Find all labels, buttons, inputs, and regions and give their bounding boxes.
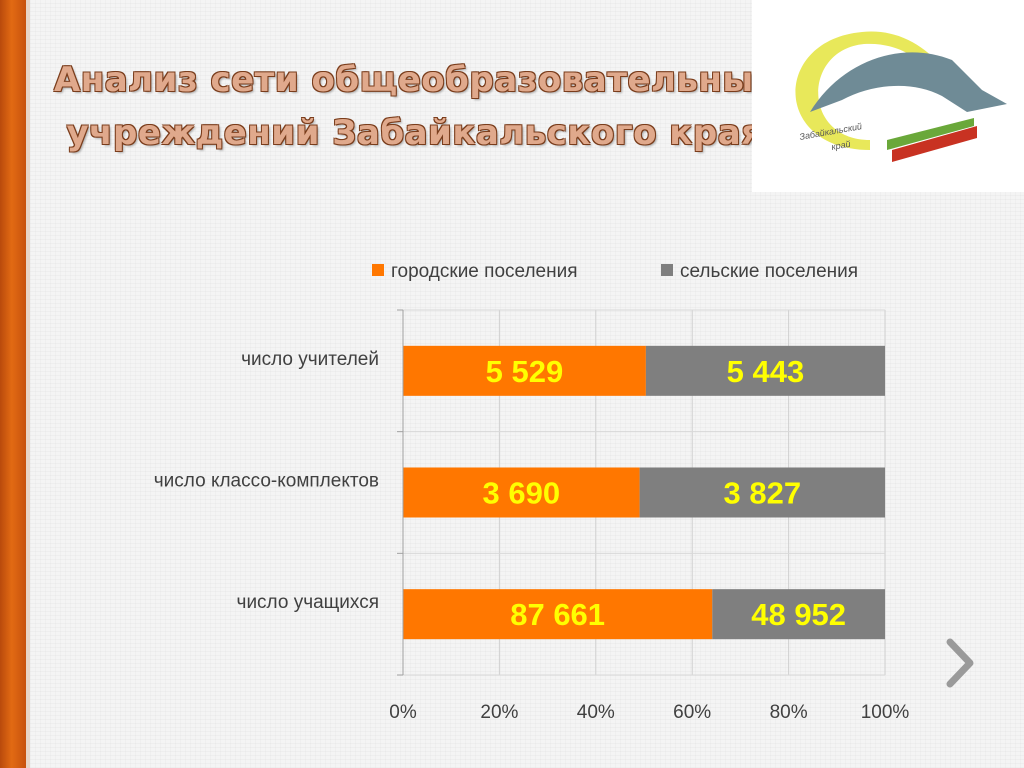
data-label: 3 690	[483, 476, 561, 511]
slide-title-line-2: учреждений Забайкальского края	[66, 113, 764, 153]
slide-title-line-1: Анализ сети общеобразовательных	[53, 60, 777, 100]
category-label: число учителей	[241, 349, 379, 370]
category-label: число классо-комплектов	[154, 471, 379, 492]
logo: Забайкальский край	[752, 0, 1024, 192]
bar-segment	[403, 467, 640, 518]
logo-mountain	[810, 52, 1007, 112]
category-label: число учащихся	[237, 592, 379, 613]
bar-segment	[403, 589, 713, 640]
logo-red-band	[892, 126, 977, 162]
x-tick-label: 40%	[577, 702, 615, 723]
data-label: 3 827	[724, 476, 802, 511]
chevron-right-icon[interactable]	[944, 636, 978, 690]
x-tick-label: 100%	[861, 702, 910, 723]
x-tick-label: 20%	[480, 702, 518, 723]
data-label: 87 661	[510, 597, 605, 632]
legend-label: городские поселения	[391, 261, 578, 282]
logo-green-band	[887, 118, 974, 150]
x-tick-label: 80%	[770, 702, 808, 723]
legend-swatch	[372, 264, 384, 276]
logo-text-line-2: край	[831, 139, 852, 152]
data-label: 5 443	[727, 354, 805, 389]
legend-swatch	[661, 264, 673, 276]
side-accent-bar	[0, 0, 30, 768]
bar-segment	[639, 467, 885, 518]
x-tick-label: 60%	[673, 702, 711, 723]
bar-segment	[403, 345, 646, 396]
bar-segment	[645, 345, 885, 396]
legend-label: сельские поселения	[680, 261, 858, 282]
data-label: 5 529	[486, 354, 564, 389]
data-label: 48 952	[751, 597, 846, 632]
bar-segment	[712, 589, 885, 640]
x-tick-label: 0%	[389, 702, 417, 723]
